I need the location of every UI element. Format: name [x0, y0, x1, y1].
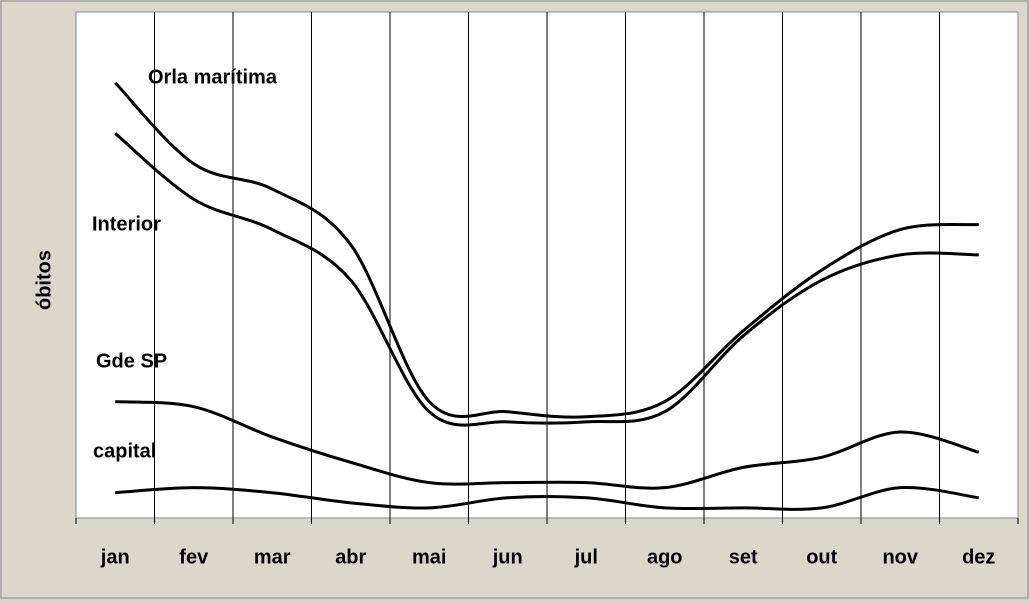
series-label: Orla marítima [148, 66, 278, 88]
x-tick-label: jul [574, 546, 598, 568]
x-tick-label: mar [254, 546, 291, 568]
line-series [115, 485, 979, 511]
line-series [114, 81, 979, 419]
series-label: Gde SP [96, 350, 167, 372]
x-tick-label: set [729, 546, 758, 568]
series-label: capital [93, 440, 156, 462]
x-tick-label: jun [492, 546, 523, 568]
x-tick-label: ago [647, 546, 683, 568]
x-tick-label: nov [882, 546, 918, 568]
x-tick-label: out [806, 546, 837, 568]
series-label: Interior [92, 213, 161, 235]
x-tick-label: jan [100, 546, 130, 568]
line-series [114, 132, 979, 427]
x-tick-label: mai [412, 546, 446, 568]
x-tick-label: fev [179, 546, 209, 568]
y-axis-label: óbitos [33, 250, 55, 310]
x-tick-label: dez [962, 546, 995, 568]
x-tick-label: abr [335, 546, 366, 568]
line-series [115, 400, 980, 490]
